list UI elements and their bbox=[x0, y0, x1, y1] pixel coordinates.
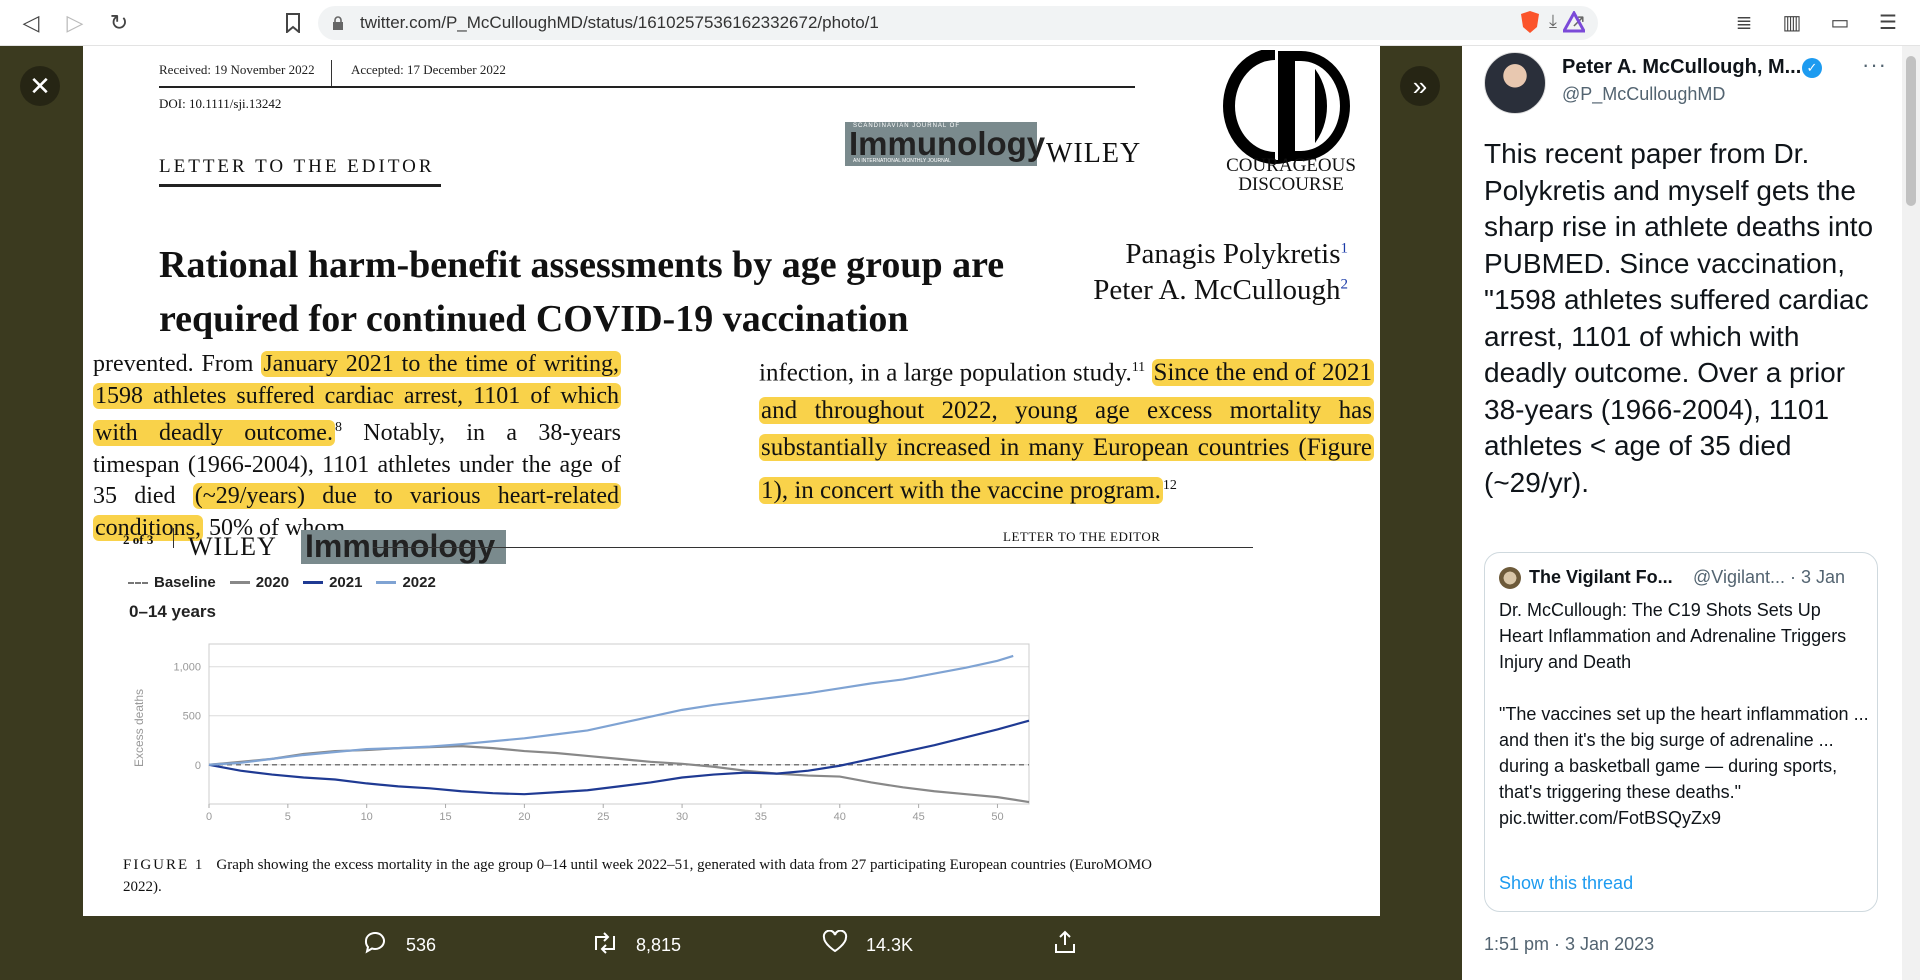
scrollbar[interactable] bbox=[1902, 46, 1920, 980]
y-tick-label: 0 bbox=[195, 760, 201, 772]
series-line-2021 bbox=[208, 719, 1030, 796]
nav-buttons: ◁ ▷ ↻ bbox=[14, 6, 136, 40]
legend-baseline: Baseline bbox=[128, 574, 216, 591]
y-tick-label: 1,000 bbox=[173, 662, 201, 674]
x-tick-label: 50 bbox=[991, 811, 1003, 823]
figure-caption: FIGURE 1 Graph showing the excess mortali… bbox=[123, 857, 1153, 895]
close-icon[interactable]: ✕ bbox=[20, 66, 60, 106]
excess-mortality-chart: 0 500 1,000 0 5 10 15 20 25 30 35 40 45 50 Excess deat… bbox=[132, 643, 1030, 823]
lock-icon bbox=[332, 14, 350, 32]
x-tick-label: 0 bbox=[206, 811, 212, 823]
back-icon[interactable]: ◁ bbox=[22, 9, 40, 35]
x-tick-label: 30 bbox=[676, 811, 688, 823]
playlist-icon[interactable]: ≣ bbox=[1735, 11, 1753, 34]
url-text: twitter.com/P_McCulloughMD/status/161025… bbox=[360, 13, 879, 32]
x-tick-label: 45 bbox=[912, 811, 924, 823]
x-tick-label: 40 bbox=[834, 811, 846, 823]
paper-title: Rational harm-benefit assessments by age… bbox=[159, 244, 1005, 340]
doi: DOI: 10.1111/sji.13242 bbox=[159, 96, 282, 111]
series-line-2022 bbox=[208, 654, 1014, 766]
browser-toolbar: ◁ ▷ ↻ twitter.com/P_McCulloughMD/status/… bbox=[0, 0, 1920, 46]
sidebar-icon[interactable]: ▥ bbox=[1782, 11, 1802, 34]
quote-text: Dr. McCullough: The C19 Shots Sets Up He… bbox=[1499, 600, 1869, 828]
paper-dates: Received: 19 November 2022 Accepted: 17 … bbox=[159, 60, 506, 88]
brave-shield-icon[interactable] bbox=[1516, 8, 1544, 36]
reply-count: 536 bbox=[406, 935, 437, 955]
tweet-actions: 536 8,815 14.3K bbox=[360, 929, 1080, 961]
quoted-tweet[interactable]: The Vigilant Fo... @Vigilant... · 3 Jan … bbox=[1484, 552, 1878, 912]
verified-badge-icon: ✓ bbox=[1802, 58, 1822, 78]
logo-text: COURAGEOUS DISCOURSE bbox=[1226, 155, 1356, 195]
author-2: Peter A. McCullough2 bbox=[1093, 274, 1348, 306]
retweet-button[interactable]: 8,815 bbox=[590, 930, 820, 961]
reply-button[interactable]: 536 bbox=[360, 930, 590, 961]
body-right-column: infection, in a large population study.1… bbox=[759, 359, 1374, 505]
page-number: 2 of 3 bbox=[123, 532, 154, 547]
legend-2020: 2020 bbox=[229, 574, 289, 591]
x-tick-label: 10 bbox=[361, 811, 373, 823]
retweet-icon bbox=[590, 930, 620, 961]
series-line-2020 bbox=[208, 745, 1030, 804]
reply-icon bbox=[360, 930, 390, 961]
like-button[interactable]: 14.3K bbox=[820, 929, 1050, 961]
bookmark-icon[interactable] bbox=[276, 6, 310, 40]
expand-panel-icon[interactable]: » bbox=[1400, 66, 1440, 106]
accepted-date: Accepted: 17 December 2022 bbox=[351, 62, 506, 77]
x-tick-label: 15 bbox=[439, 811, 451, 823]
author-handle[interactable]: @P_McCulloughMD bbox=[1562, 84, 1726, 104]
figure-header-label: LETTER TO THE EDITOR bbox=[1003, 529, 1161, 544]
chart-legend: Baseline 2020 2021 2022 bbox=[128, 574, 436, 591]
heart-icon bbox=[820, 929, 850, 961]
x-tick-label: 35 bbox=[755, 811, 767, 823]
quote-author-handle: @Vigilant... · 3 Jan bbox=[1693, 567, 1846, 587]
like-count: 14.3K bbox=[866, 935, 914, 955]
share-button[interactable] bbox=[1050, 930, 1080, 961]
x-tick-label: 5 bbox=[285, 811, 291, 823]
quote-author-name: The Vigilant Fo... bbox=[1529, 567, 1673, 587]
y-axis-label: Excess deaths bbox=[132, 689, 146, 767]
avatar[interactable] bbox=[1484, 52, 1546, 114]
reload-icon[interactable]: ↻ bbox=[109, 9, 129, 35]
section-label: LETTER TO THE EDITOR bbox=[159, 156, 435, 177]
tweet-text: This recent paper from Dr. Polykretis an… bbox=[1484, 138, 1874, 498]
age-group-label: 0–14 years bbox=[129, 602, 216, 621]
retweet-count: 8,815 bbox=[636, 935, 682, 955]
plot-frame bbox=[208, 643, 1030, 805]
menu-icon[interactable]: ☰ bbox=[1879, 11, 1897, 34]
rewards-triangle-icon[interactable] bbox=[1560, 8, 1588, 36]
author-1: Panagis Polykretis1 bbox=[1125, 238, 1348, 270]
x-tick-label: 20 bbox=[518, 811, 530, 823]
tweet-timestamp[interactable]: 1:51 pm · 3 Jan 2023 bbox=[1484, 934, 1655, 954]
forward-icon[interactable]: ▷ bbox=[66, 9, 84, 35]
x-tick-label: 25 bbox=[597, 811, 609, 823]
tweet-panel: Peter A. McCullough, M... ✓ @P_McCulloug… bbox=[1462, 46, 1902, 980]
share-icon bbox=[1050, 930, 1080, 961]
publisher-logo: WILEY bbox=[1046, 138, 1142, 169]
install-icon[interactable]: ⤓ bbox=[1548, 11, 1557, 31]
legend-2022: 2022 bbox=[376, 574, 436, 591]
quote-avatar bbox=[1499, 567, 1521, 589]
address-bar[interactable]: twitter.com/P_McCulloughMD/status/161025… bbox=[318, 6, 1598, 40]
body-left-column: prevented. From January 2021 to the time… bbox=[93, 351, 622, 541]
tweet-photo: Received: 19 November 2022 Accepted: 17 … bbox=[83, 46, 1380, 916]
y-tick-label: 500 bbox=[183, 711, 201, 723]
more-options-icon[interactable]: ··· bbox=[1862, 52, 1887, 77]
journal-logo: SCANDINAVIAN JOURNAL OF Immunology AN IN… bbox=[845, 122, 1045, 166]
wallet-icon[interactable]: ▭ bbox=[1830, 11, 1850, 34]
courageous-discourse-logo bbox=[1223, 50, 1350, 164]
figure-publisher: WILEY bbox=[188, 532, 277, 561]
author-name[interactable]: Peter A. McCullough, M... bbox=[1562, 56, 1802, 78]
legend-2021: 2021 bbox=[303, 574, 362, 591]
received-date: Received: 19 November 2022 bbox=[159, 62, 315, 77]
show-thread-link[interactable]: Show this thread bbox=[1499, 873, 1634, 893]
